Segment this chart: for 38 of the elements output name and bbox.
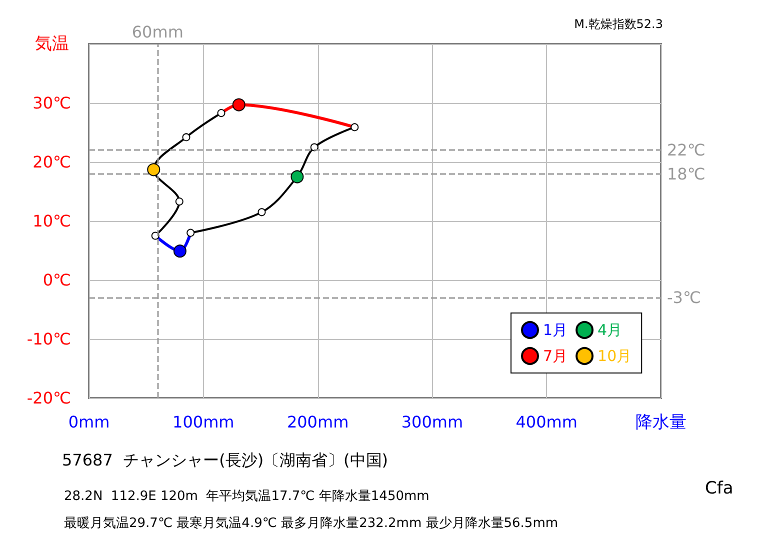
point	[310, 143, 318, 152]
point	[350, 123, 359, 132]
x-tick-label: 400mm	[516, 412, 578, 432]
legend-label: 4月	[598, 321, 622, 339]
text: 28.2N 112.9E 120m 年平均気温17.7℃ 年降水量1450mm	[64, 489, 430, 504]
point	[232, 98, 246, 112]
point	[290, 170, 304, 184]
text: 57687 チャンシャー(長沙)〔湖南省〕(中国)	[62, 450, 388, 470]
y-tick-label: 10℃	[32, 212, 71, 230]
ref-line-label: 60mm	[132, 22, 184, 42]
legend-label: 10月	[598, 347, 632, 365]
ref-line-label: -3℃	[667, 288, 701, 308]
point	[182, 133, 190, 142]
point	[175, 198, 184, 206]
x-tick-label: 100mm	[172, 412, 234, 432]
point	[173, 244, 186, 258]
point	[186, 228, 195, 237]
y-tick-label: 0℃	[42, 270, 71, 290]
text: Cfa	[705, 478, 734, 498]
x-tick-label: 300mm	[401, 412, 464, 432]
y-tick-label: -10℃	[26, 330, 71, 348]
y-tick-label: 20℃	[32, 152, 71, 172]
y-tick-label: -20℃	[26, 388, 71, 408]
x-tick-label: 200mm	[286, 412, 349, 432]
y-tick-label: 30℃	[32, 94, 71, 112]
legend-label: 1月	[543, 321, 568, 339]
text: 最暖月気温29.7℃ 最寒月気温4.9℃ 最多月降水量232.2mm 最少月降水量56.5mm	[64, 515, 558, 531]
ref-line-label: 22℃	[667, 140, 706, 160]
text: M.乾燥指数52.3	[574, 17, 664, 31]
x-axis-title: 降水量	[636, 412, 686, 432]
legend-label: 7月	[543, 347, 568, 365]
point	[151, 232, 160, 240]
y-axis-title: 気温	[35, 34, 69, 54]
point	[147, 163, 160, 176]
point	[217, 109, 226, 118]
ref-line-label: 18℃	[667, 164, 706, 184]
x-tick-label: 0mm	[68, 412, 110, 432]
point	[258, 208, 266, 216]
